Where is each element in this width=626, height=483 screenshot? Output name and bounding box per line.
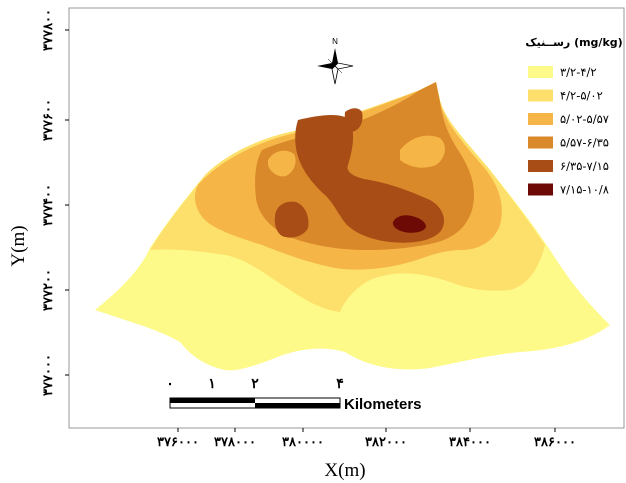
x-tick-label: ۳۸۰۰۰۰ [282, 434, 324, 449]
map-frame [68, 7, 625, 429]
x-tick-label: ۳۸۲۰۰۰ [365, 434, 407, 449]
legend-label-5: ۶/۳۵-۷/۱۵ [560, 159, 609, 173]
legend: رســنیک (mg/kg) ۳/۲-۴/۲ ۴/۲-۵/۰۲ ۵/۰۲-۵/۵۷… [525, 36, 622, 197]
scale-tick-1: ۱ [208, 377, 216, 392]
legend-swatch-6 [528, 183, 553, 196]
scale-tick-0: ۰ [166, 377, 174, 392]
x-tick-label: ۳۷۸۰۰۰ [214, 434, 256, 449]
scale-unit: Kilometers [344, 396, 422, 413]
zone-class-1-island-east [470, 307, 502, 349]
zone-class-3-notch-northwest [268, 150, 296, 177]
north-label: N [332, 37, 338, 46]
scale-tick-4: ۴ [336, 377, 344, 392]
zone-class-5-west [274, 201, 309, 238]
y-axis-ticks: ۳۷۷۸۰۰ ۳۷۷۶۰۰ ۳۷۷۴۰۰ ۳۷۷۲۰۰ ۳۷۷۰۰۰ [40, 9, 69, 396]
zone-class-1-island-south [367, 278, 442, 362]
x-axis-ticks: ۳۷۶۰۰۰ ۳۷۸۰۰۰ ۳۸۰۰۰۰ ۳۸۲۰۰۰ ۳۸۴۰۰۰ ۳۸۶۰۰۰ [157, 428, 576, 449]
legend-swatch-3 [528, 113, 553, 125]
legend-title: رســنیک (mg/kg) [525, 36, 622, 49]
legend-label-2: ۴/۲-۵/۰۲ [560, 89, 603, 103]
zone-class-6 [392, 215, 426, 233]
legend-swatch-1 [528, 66, 553, 78]
x-tick-label: ۳۸۴۰۰۰ [449, 434, 491, 449]
x-tick-label: ۳۸۶۰۰۰ [534, 434, 576, 449]
legend-swatch-5 [528, 160, 553, 172]
y-axis-label: Y(m) [8, 225, 29, 266]
legend-label-4: ۵/۵۷-۶/۳۵ [560, 136, 609, 150]
north-arrow-icon [317, 48, 354, 85]
map-zones [95, 82, 610, 371]
zone-class-5-ridge [344, 108, 363, 132]
legend-label-6: ۷/۱۵-۱۰/۸ [560, 183, 609, 197]
zone-class-5-main [295, 115, 445, 243]
y-tick-label: ۳۷۷۶۰۰ [40, 99, 55, 141]
zone-class-3-notch-north [400, 135, 445, 168]
legend-swatch-2 [528, 89, 553, 102]
legend-label-1: ۳/۲-۴/۲ [560, 65, 597, 79]
y-tick-label: ۳۷۷۰۰۰ [40, 354, 55, 396]
y-tick-label: ۳۷۷۸۰۰ [40, 9, 55, 51]
y-tick-label: ۳۷۷۴۰۰ [40, 184, 55, 226]
legend-swatch-4 [528, 136, 553, 149]
x-axis-label: X(m) [324, 460, 365, 481]
legend-label-3: ۵/۰۲-۵/۵۷ [560, 112, 609, 126]
x-tick-label: ۳۷۶۰۰۰ [157, 434, 199, 449]
y-tick-label: ۳۷۷۲۰۰ [40, 269, 55, 311]
scale-bar [169, 397, 341, 409]
scale-tick-2: ۲ [251, 377, 259, 392]
